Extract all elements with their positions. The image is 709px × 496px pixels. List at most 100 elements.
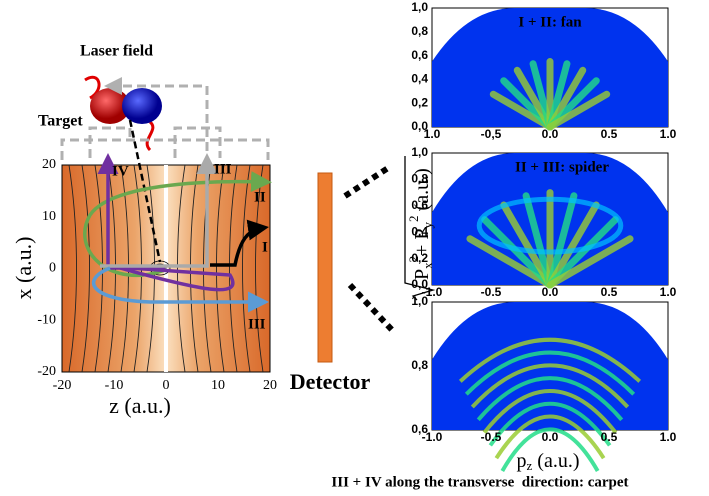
contour	[81, 164, 90, 373]
x-tick-label: -20	[53, 378, 72, 393]
contour	[190, 164, 199, 373]
distribution-stripe	[522, 192, 554, 289]
contour	[242, 164, 251, 373]
x-tick-label: -0,5	[481, 127, 502, 141]
distribution-stripe	[546, 192, 578, 289]
label-part: P	[411, 269, 433, 280]
y-tick-label: 0,8	[411, 172, 428, 186]
y-tick-label: 0,6	[411, 422, 428, 436]
y-tick-label: -20	[37, 364, 56, 379]
distribution-stripe	[494, 414, 606, 460]
y-tick-label: 0,8	[411, 358, 428, 372]
trajectory-label: III	[248, 316, 266, 332]
pz-label: pz (a.u.)	[517, 450, 580, 473]
label-part: 2	[406, 256, 421, 263]
distribution-stripe	[546, 216, 619, 289]
trajectories	[83, 153, 272, 313]
y-tick-label: 0,4	[411, 72, 428, 86]
trajectory-label: IV	[112, 163, 129, 179]
panel-title: II + III: spider	[515, 159, 609, 175]
label-part: x	[420, 262, 435, 269]
trajectory-label: III	[214, 161, 232, 177]
y-tick-label: 0,2	[411, 95, 428, 109]
ionization-path	[128, 119, 162, 263]
distribution-stripe	[500, 427, 600, 472]
distribution-stripe	[470, 363, 630, 409]
contour	[229, 164, 238, 373]
distribution-stripe	[476, 376, 624, 422]
py-label: Px2+ Py2 (a.u.)	[406, 168, 435, 280]
trajectory-label: I	[262, 239, 268, 255]
x-tick-label: 0.0	[542, 285, 559, 299]
y-tick-label: 20	[42, 157, 56, 172]
x-axis-label: z (a.u.)	[109, 393, 171, 418]
caption: III + IV along the transverse direction:…	[331, 474, 628, 490]
detector-label: Detector	[290, 369, 371, 394]
y-tick-label: 0,0	[411, 119, 428, 133]
distribution-stripe	[458, 337, 642, 383]
x-tick-label: 1.0	[424, 127, 441, 141]
x-tick-label: 0.5	[601, 430, 618, 444]
x-tick-label: 10	[211, 378, 225, 393]
distribution-stripe	[466, 235, 554, 289]
y-axis-label: x (a.u.)	[11, 237, 36, 300]
x-tick-label: 0.0	[542, 127, 559, 141]
y-tick-label: 0,6	[411, 198, 428, 212]
distribution-stripe	[481, 216, 554, 289]
label-part: 2	[406, 215, 421, 222]
distribution-stripe	[500, 201, 554, 289]
y-tick-label: 0,6	[411, 48, 428, 62]
y-tick-label: 1,0	[411, 0, 428, 14]
label-part: p	[517, 450, 527, 472]
y-tick-label: -10	[37, 312, 56, 327]
x-tick-label: 0.0	[542, 430, 559, 444]
y-tick-label: 1,0	[411, 145, 428, 159]
label-part: z	[527, 458, 533, 473]
label-part: + P	[411, 228, 433, 255]
panel-title: I + II: fan	[518, 14, 582, 30]
x-tick-label: 20	[263, 378, 277, 393]
distribution-stripe	[464, 350, 636, 396]
y-tick-label: 0,8	[411, 24, 428, 38]
atom-blue	[122, 88, 162, 124]
x-tick-label: 0	[163, 378, 170, 393]
y-tick-label: 0	[49, 261, 56, 276]
distribution-stripe	[546, 201, 600, 289]
y-tick-label: 0,2	[411, 251, 428, 265]
x-tick-label: -0.5	[481, 285, 502, 299]
contour	[177, 164, 186, 373]
atom-red	[90, 88, 130, 124]
distribution-stripe	[546, 90, 611, 131]
x-tick-label: -1.0	[422, 430, 443, 444]
label-part: y	[420, 221, 435, 228]
x-tick-label: 1.0	[660, 127, 677, 141]
trajectory-label: II	[254, 189, 266, 205]
target-label: Target	[38, 113, 83, 130]
distribution-stripe	[546, 235, 634, 289]
distribution-stripe	[482, 388, 618, 434]
detector-links	[343, 165, 395, 333]
contour	[94, 164, 103, 373]
x-tick-label: -0.5	[481, 430, 502, 444]
distribution-core	[476, 196, 624, 255]
field-map	[61, 164, 271, 373]
laser-wave	[84, 75, 101, 100]
x-tick-label: 0.5	[601, 285, 618, 299]
x-tick-label: 1.0	[660, 430, 677, 444]
x-tick-label: 1.0	[660, 285, 677, 299]
x-tick-label: -10	[105, 378, 124, 393]
x-tick-label: 0.5	[601, 127, 618, 141]
y-tick-label: 10	[42, 209, 56, 224]
contour	[68, 164, 77, 373]
label-part: (a.u.)	[411, 168, 433, 215]
label-part: (a.u.)	[532, 450, 579, 472]
return-paths	[60, 77, 270, 165]
distribution-stripe	[488, 401, 612, 447]
detector	[317, 172, 333, 363]
y-tick-label: 0,4	[411, 224, 428, 238]
py-axis-label: Px2+ Py2 (a.u.)	[404, 156, 436, 301]
contour	[216, 164, 225, 373]
laser-label: Laser field	[80, 43, 153, 60]
